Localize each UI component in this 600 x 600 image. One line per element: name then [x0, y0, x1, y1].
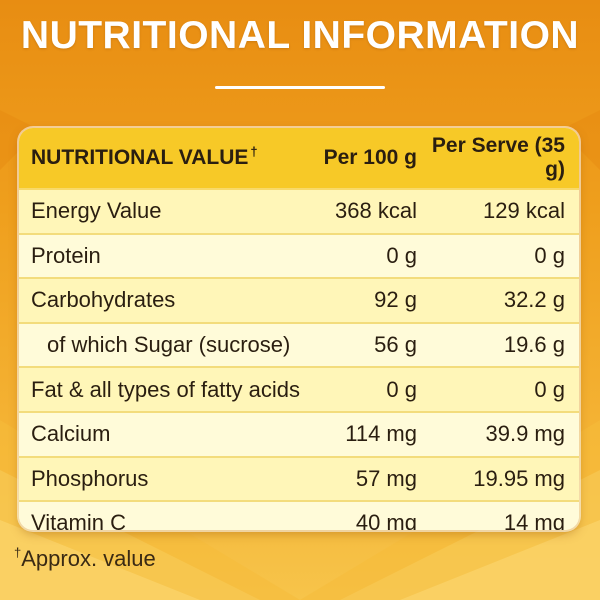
- table-row: Fat & all types of fatty acids 0 g 0 g: [19, 366, 579, 412]
- row-per-serve: 129 kcal: [419, 189, 579, 234]
- row-per-100g: 0 g: [307, 232, 419, 279]
- row-per-100g: 114 mg: [307, 410, 419, 457]
- row-per-100g: 57 mg: [307, 455, 419, 502]
- nutrition-table-panel: NUTRITIONAL VALUE † Per 100 g Per Serve (…: [19, 128, 579, 530]
- header-dagger: †: [250, 144, 258, 159]
- row-per-100g: 40 mg: [307, 500, 419, 530]
- table-row: Protein 0 g 0 g: [19, 232, 579, 279]
- row-per-100g: 368 kcal: [307, 189, 419, 234]
- footnote-text: Approx. value: [21, 546, 156, 571]
- row-per-100g: 56 g: [307, 321, 419, 368]
- table-row: of which Sugar (sucrose) 56 g 19.6 g: [19, 321, 579, 368]
- nutrition-table: NUTRITIONAL VALUE † Per 100 g Per Serve (…: [19, 128, 579, 530]
- row-per-100g: 92 g: [307, 277, 419, 323]
- header-nutritional-value: NUTRITIONAL VALUE †: [19, 128, 307, 190]
- row-name: Protein: [19, 232, 307, 279]
- row-per-serve: 19.95 mg: [419, 455, 579, 502]
- table-row: Phosphorus 57 mg 19.95 mg: [19, 455, 579, 502]
- footnote: †Approx. value: [14, 545, 156, 572]
- row-name: Fat & all types of fatty acids: [19, 366, 307, 412]
- header-per-100g: Per 100 g: [307, 128, 419, 190]
- title-underline: [215, 86, 385, 89]
- row-per-serve: 19.6 g: [419, 321, 579, 368]
- table-row: Vitamin C 40 mg 14 mg: [19, 500, 579, 530]
- row-name: of which Sugar (sucrose): [19, 321, 307, 368]
- row-per-serve: 32.2 g: [419, 277, 579, 323]
- row-per-100g: 0 g: [307, 366, 419, 412]
- table-row: Calcium 114 mg 39.9 mg: [19, 410, 579, 457]
- row-per-serve: 14 mg: [419, 500, 579, 530]
- table-row: Carbohydrates 92 g 32.2 g: [19, 277, 579, 323]
- row-name: Carbohydrates: [19, 277, 307, 323]
- row-name: Calcium: [19, 410, 307, 457]
- row-per-serve: 0 g: [419, 232, 579, 279]
- header-per-serve: Per Serve (35 g): [419, 128, 579, 190]
- row-name: Vitamin C: [19, 500, 307, 530]
- row-name: Phosphorus: [19, 455, 307, 502]
- table-row: Energy Value 368 kcal 129 kcal: [19, 189, 579, 234]
- table-header-row: NUTRITIONAL VALUE † Per 100 g Per Serve (…: [19, 128, 579, 190]
- row-per-serve: 0 g: [419, 366, 579, 412]
- header-name-label: NUTRITIONAL VALUE: [31, 146, 249, 169]
- footnote-dagger: †: [14, 545, 22, 560]
- row-per-serve: 39.9 mg: [419, 410, 579, 457]
- row-name: Energy Value: [19, 189, 307, 234]
- page-title: NUTRITIONAL INFORMATION: [20, 14, 580, 57]
